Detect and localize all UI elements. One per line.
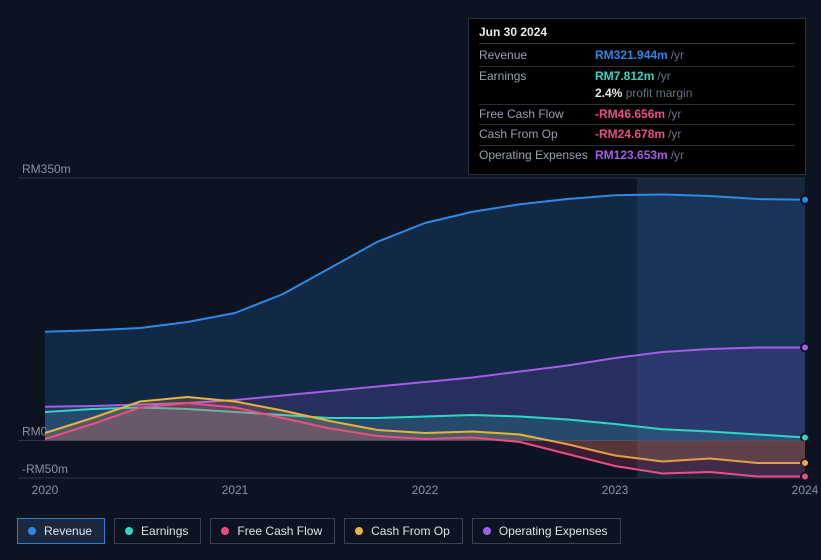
legend-item-free_cash_flow[interactable]: Free Cash Flow: [210, 518, 335, 544]
legend-dot-icon: [355, 527, 363, 535]
legend-item-earnings[interactable]: Earnings: [114, 518, 201, 544]
svg-text:2024: 2024: [792, 483, 819, 497]
tooltip-row: RevenueRM321.944m/yr: [479, 46, 795, 67]
legend-dot-icon: [483, 527, 491, 535]
tooltip-row: Operating ExpensesRM123.653m/yr: [479, 146, 795, 166]
legend-label: Revenue: [44, 524, 92, 538]
tooltip-metric-label: Operating Expenses: [479, 148, 595, 164]
tooltip-metric-unit: /yr: [657, 69, 670, 83]
tooltip-metric-unit: /yr: [668, 107, 681, 121]
tooltip-row: EarningsRM7.812m/yr 2.4% profit margin: [479, 67, 795, 105]
svg-text:2021: 2021: [222, 483, 249, 497]
tooltip-metric-unit: /yr: [671, 48, 684, 62]
tooltip-metric-value: RM321.944m: [595, 48, 668, 62]
tooltip-row: Free Cash Flow-RM46.656m/yr: [479, 105, 795, 126]
legend-label: Free Cash Flow: [237, 524, 322, 538]
legend-label: Operating Expenses: [499, 524, 608, 538]
tooltip-metric-unit: /yr: [668, 127, 681, 141]
svg-text:2023: 2023: [602, 483, 629, 497]
tooltip-metric-unit: /yr: [671, 148, 684, 162]
tooltip-sub: 2.4% profit margin: [595, 86, 795, 102]
legend-dot-icon: [221, 527, 229, 535]
tooltip-date: Jun 30 2024: [479, 25, 795, 44]
tooltip-metric-label: Revenue: [479, 48, 595, 64]
legend-dot-icon: [28, 527, 36, 535]
svg-text:-RM50m: -RM50m: [22, 462, 68, 476]
legend-label: Cash From Op: [371, 524, 450, 538]
legend-item-operating_expenses[interactable]: Operating Expenses: [472, 518, 621, 544]
tooltip-metric-value: RM7.812m: [595, 69, 654, 83]
legend-dot-icon: [125, 527, 133, 535]
tooltip-metric-label: Free Cash Flow: [479, 107, 595, 123]
svg-text:RM0: RM0: [22, 425, 48, 439]
svg-text:2020: 2020: [32, 483, 59, 497]
legend-item-cash_from_op[interactable]: Cash From Op: [344, 518, 463, 544]
svg-text:2022: 2022: [412, 483, 439, 497]
tooltip-metric-label: Cash From Op: [479, 127, 595, 143]
chart-tooltip: Jun 30 2024 RevenueRM321.944m/yrEarnings…: [468, 18, 806, 175]
tooltip-row: Cash From Op-RM24.678m/yr: [479, 125, 795, 146]
svg-text:RM350m: RM350m: [22, 162, 71, 176]
legend-item-revenue[interactable]: Revenue: [17, 518, 105, 544]
tooltip-metric-value: -RM24.678m: [595, 127, 665, 141]
legend-label: Earnings: [141, 524, 188, 538]
legend: Revenue Earnings Free Cash Flow Cash From O…: [17, 518, 621, 544]
tooltip-metric-label: Earnings: [479, 69, 595, 102]
tooltip-rows: RevenueRM321.944m/yrEarningsRM7.812m/yr2…: [479, 46, 795, 166]
tooltip-metric-value: RM123.653m: [595, 148, 668, 162]
tooltip-metric-value: -RM46.656m: [595, 107, 665, 121]
